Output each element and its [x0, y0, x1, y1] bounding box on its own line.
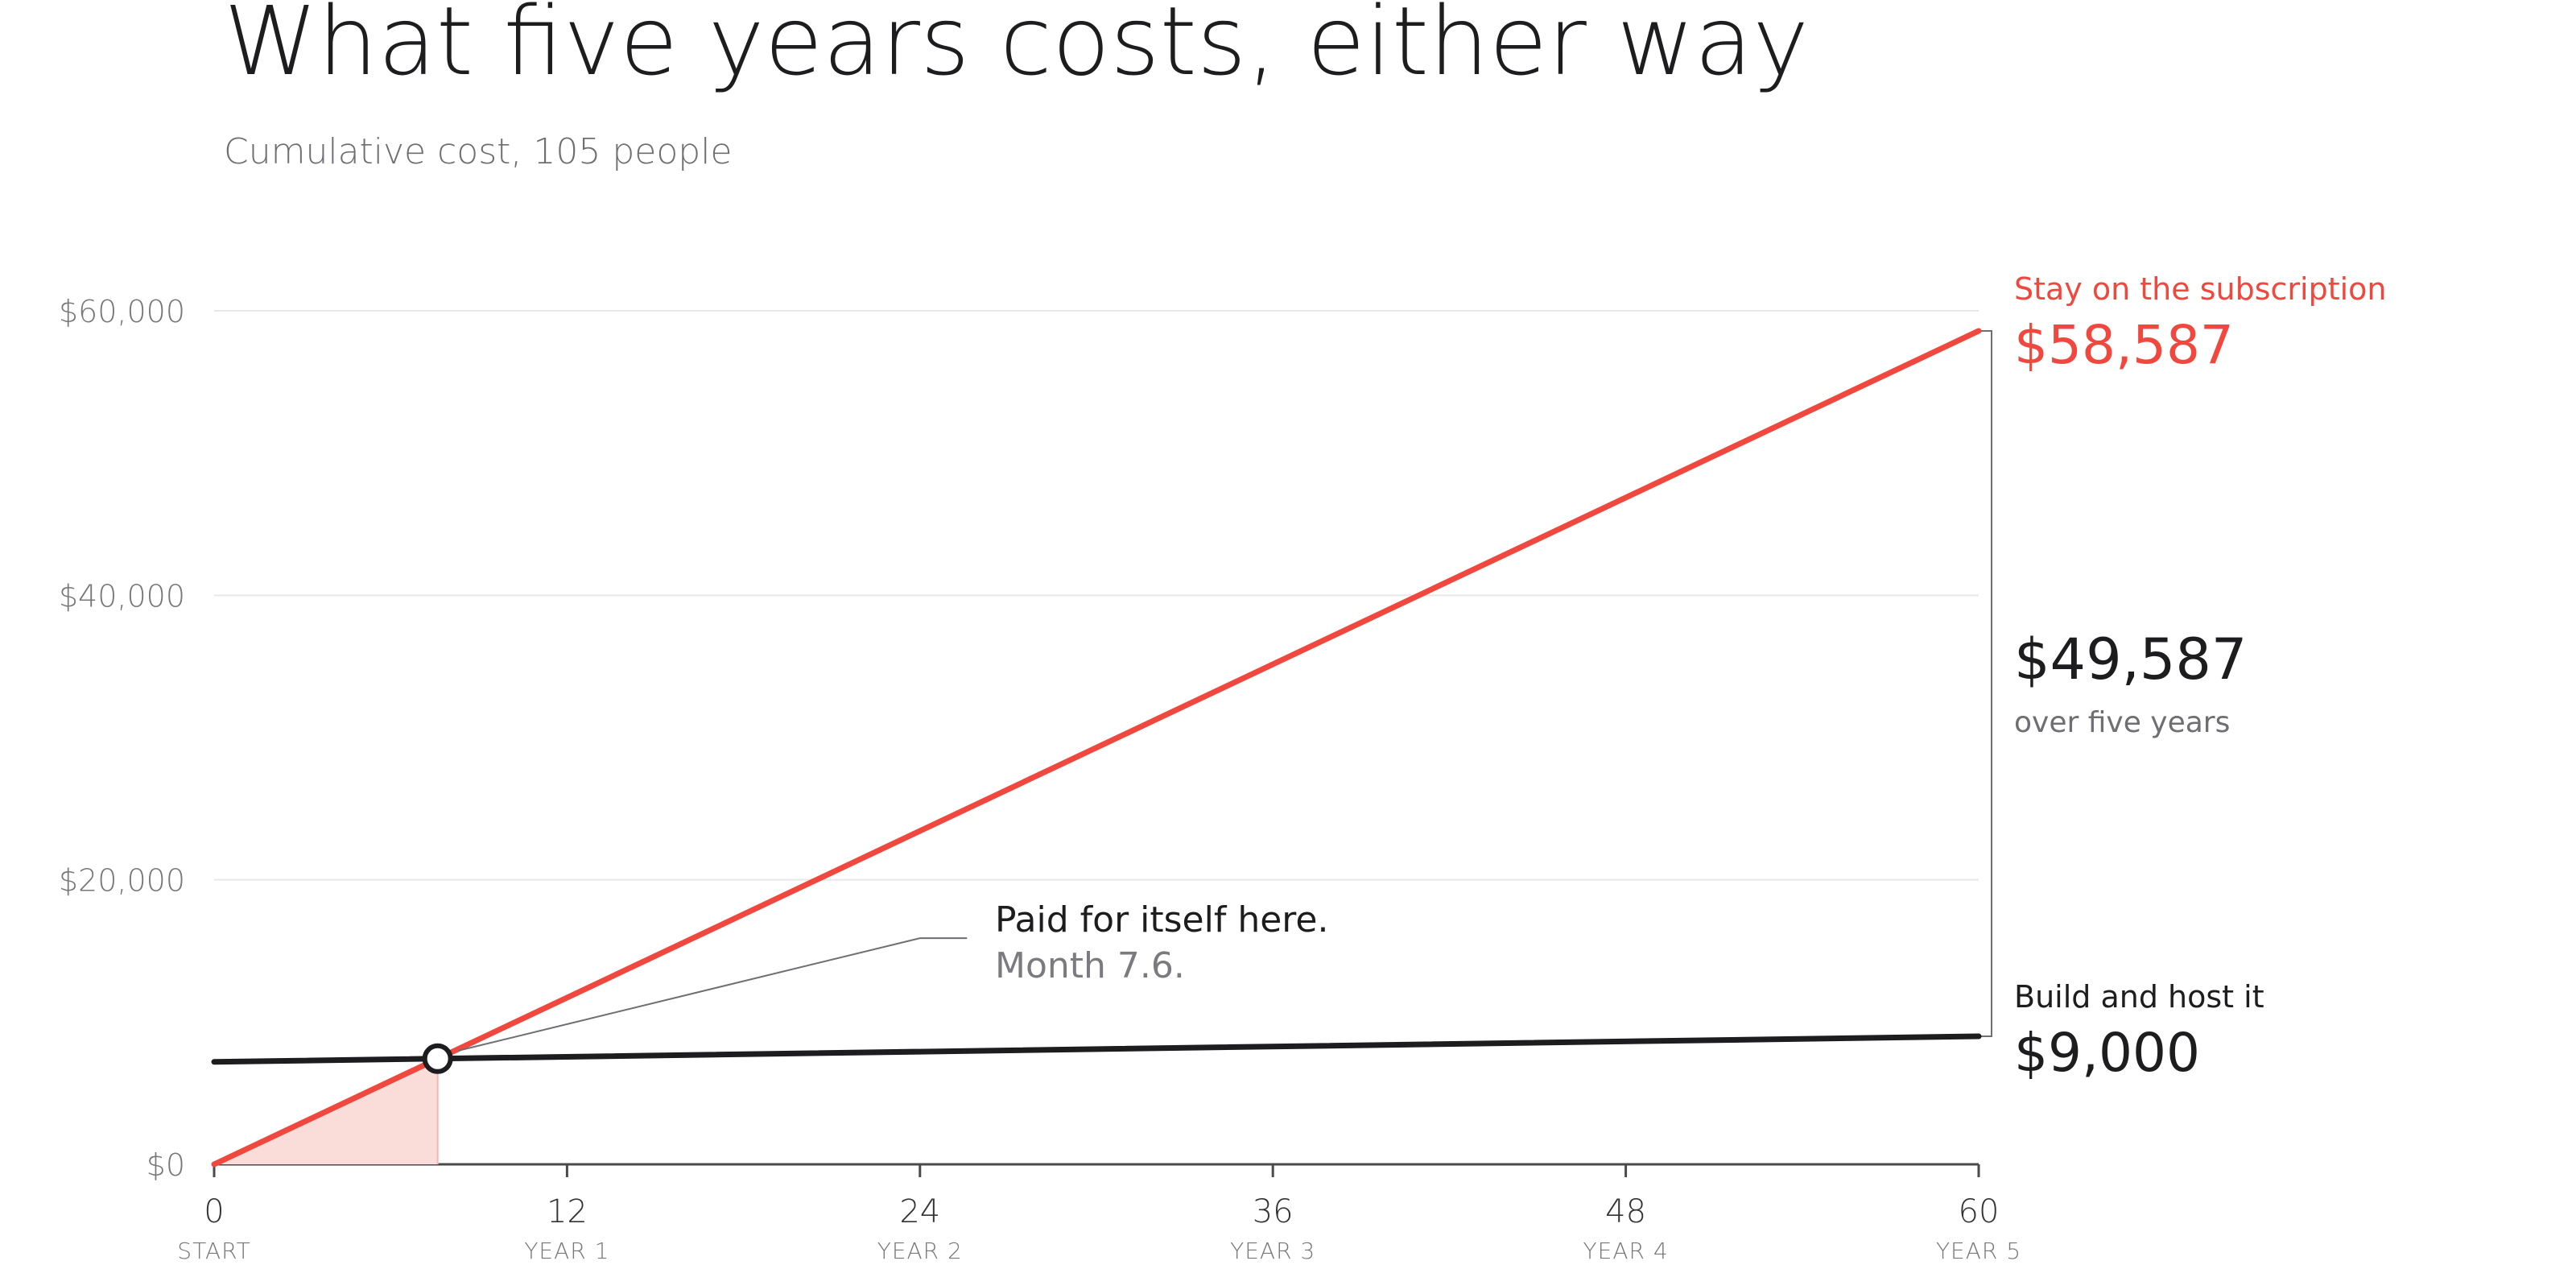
subscription-series-line: [211, 328, 1982, 1168]
difference-caption: over five years: [2014, 706, 2230, 739]
x-tick-sublabel: YEAR 2: [877, 1238, 963, 1264]
x-tick-sublabel: YEAR 5: [1936, 1238, 2021, 1264]
x-tick-label: 0: [204, 1193, 224, 1230]
x-tick-sublabel: YEAR 1: [524, 1238, 609, 1264]
annotation-line-2: Month 7.6.: [995, 945, 1185, 986]
build-series-line: [211, 1033, 1982, 1065]
x-tick-label: 48: [1605, 1193, 1646, 1230]
chart-title: What five years costs, either way: [224, 0, 1809, 97]
x-tick-label: 24: [899, 1193, 940, 1230]
annotation-leader-line: [458, 937, 968, 1052]
x-tick-sublabel: YEAR 3: [1230, 1238, 1315, 1264]
x-tick-label: 60: [1959, 1193, 2000, 1230]
y-tick-label: $20,000: [59, 863, 185, 899]
y-tick-label: $0: [147, 1147, 185, 1183]
x-tick-label: 36: [1253, 1193, 1294, 1230]
difference-bracket: [1979, 329, 1992, 1037]
annotation-line-1: Paid for itself here.: [995, 899, 1328, 940]
y-tick-label: $60,000: [59, 294, 185, 329]
build-end-value: $9,000: [2014, 1022, 2200, 1084]
breakeven-marker: [422, 1043, 453, 1074]
chart-subtitle: Cumulative cost, 105 people: [224, 131, 733, 172]
y-tick-label: $40,000: [59, 578, 185, 614]
x-tick-label: 12: [547, 1193, 588, 1230]
difference-value: $49,587: [2014, 626, 2247, 692]
x-tick-sublabel: START: [177, 1238, 250, 1264]
subscription-end-value: $58,587: [2014, 314, 2234, 376]
plot-area: $0 $20,000 $40,000 $60,000 0 START 12 YEAR 1 24 Y…: [59, 271, 2387, 1264]
x-tick-sublabel: YEAR 4: [1583, 1238, 1669, 1264]
build-end-name: Build and host it: [2014, 979, 2264, 1015]
subscription-end-name: Stay on the subscription: [2014, 271, 2387, 307]
